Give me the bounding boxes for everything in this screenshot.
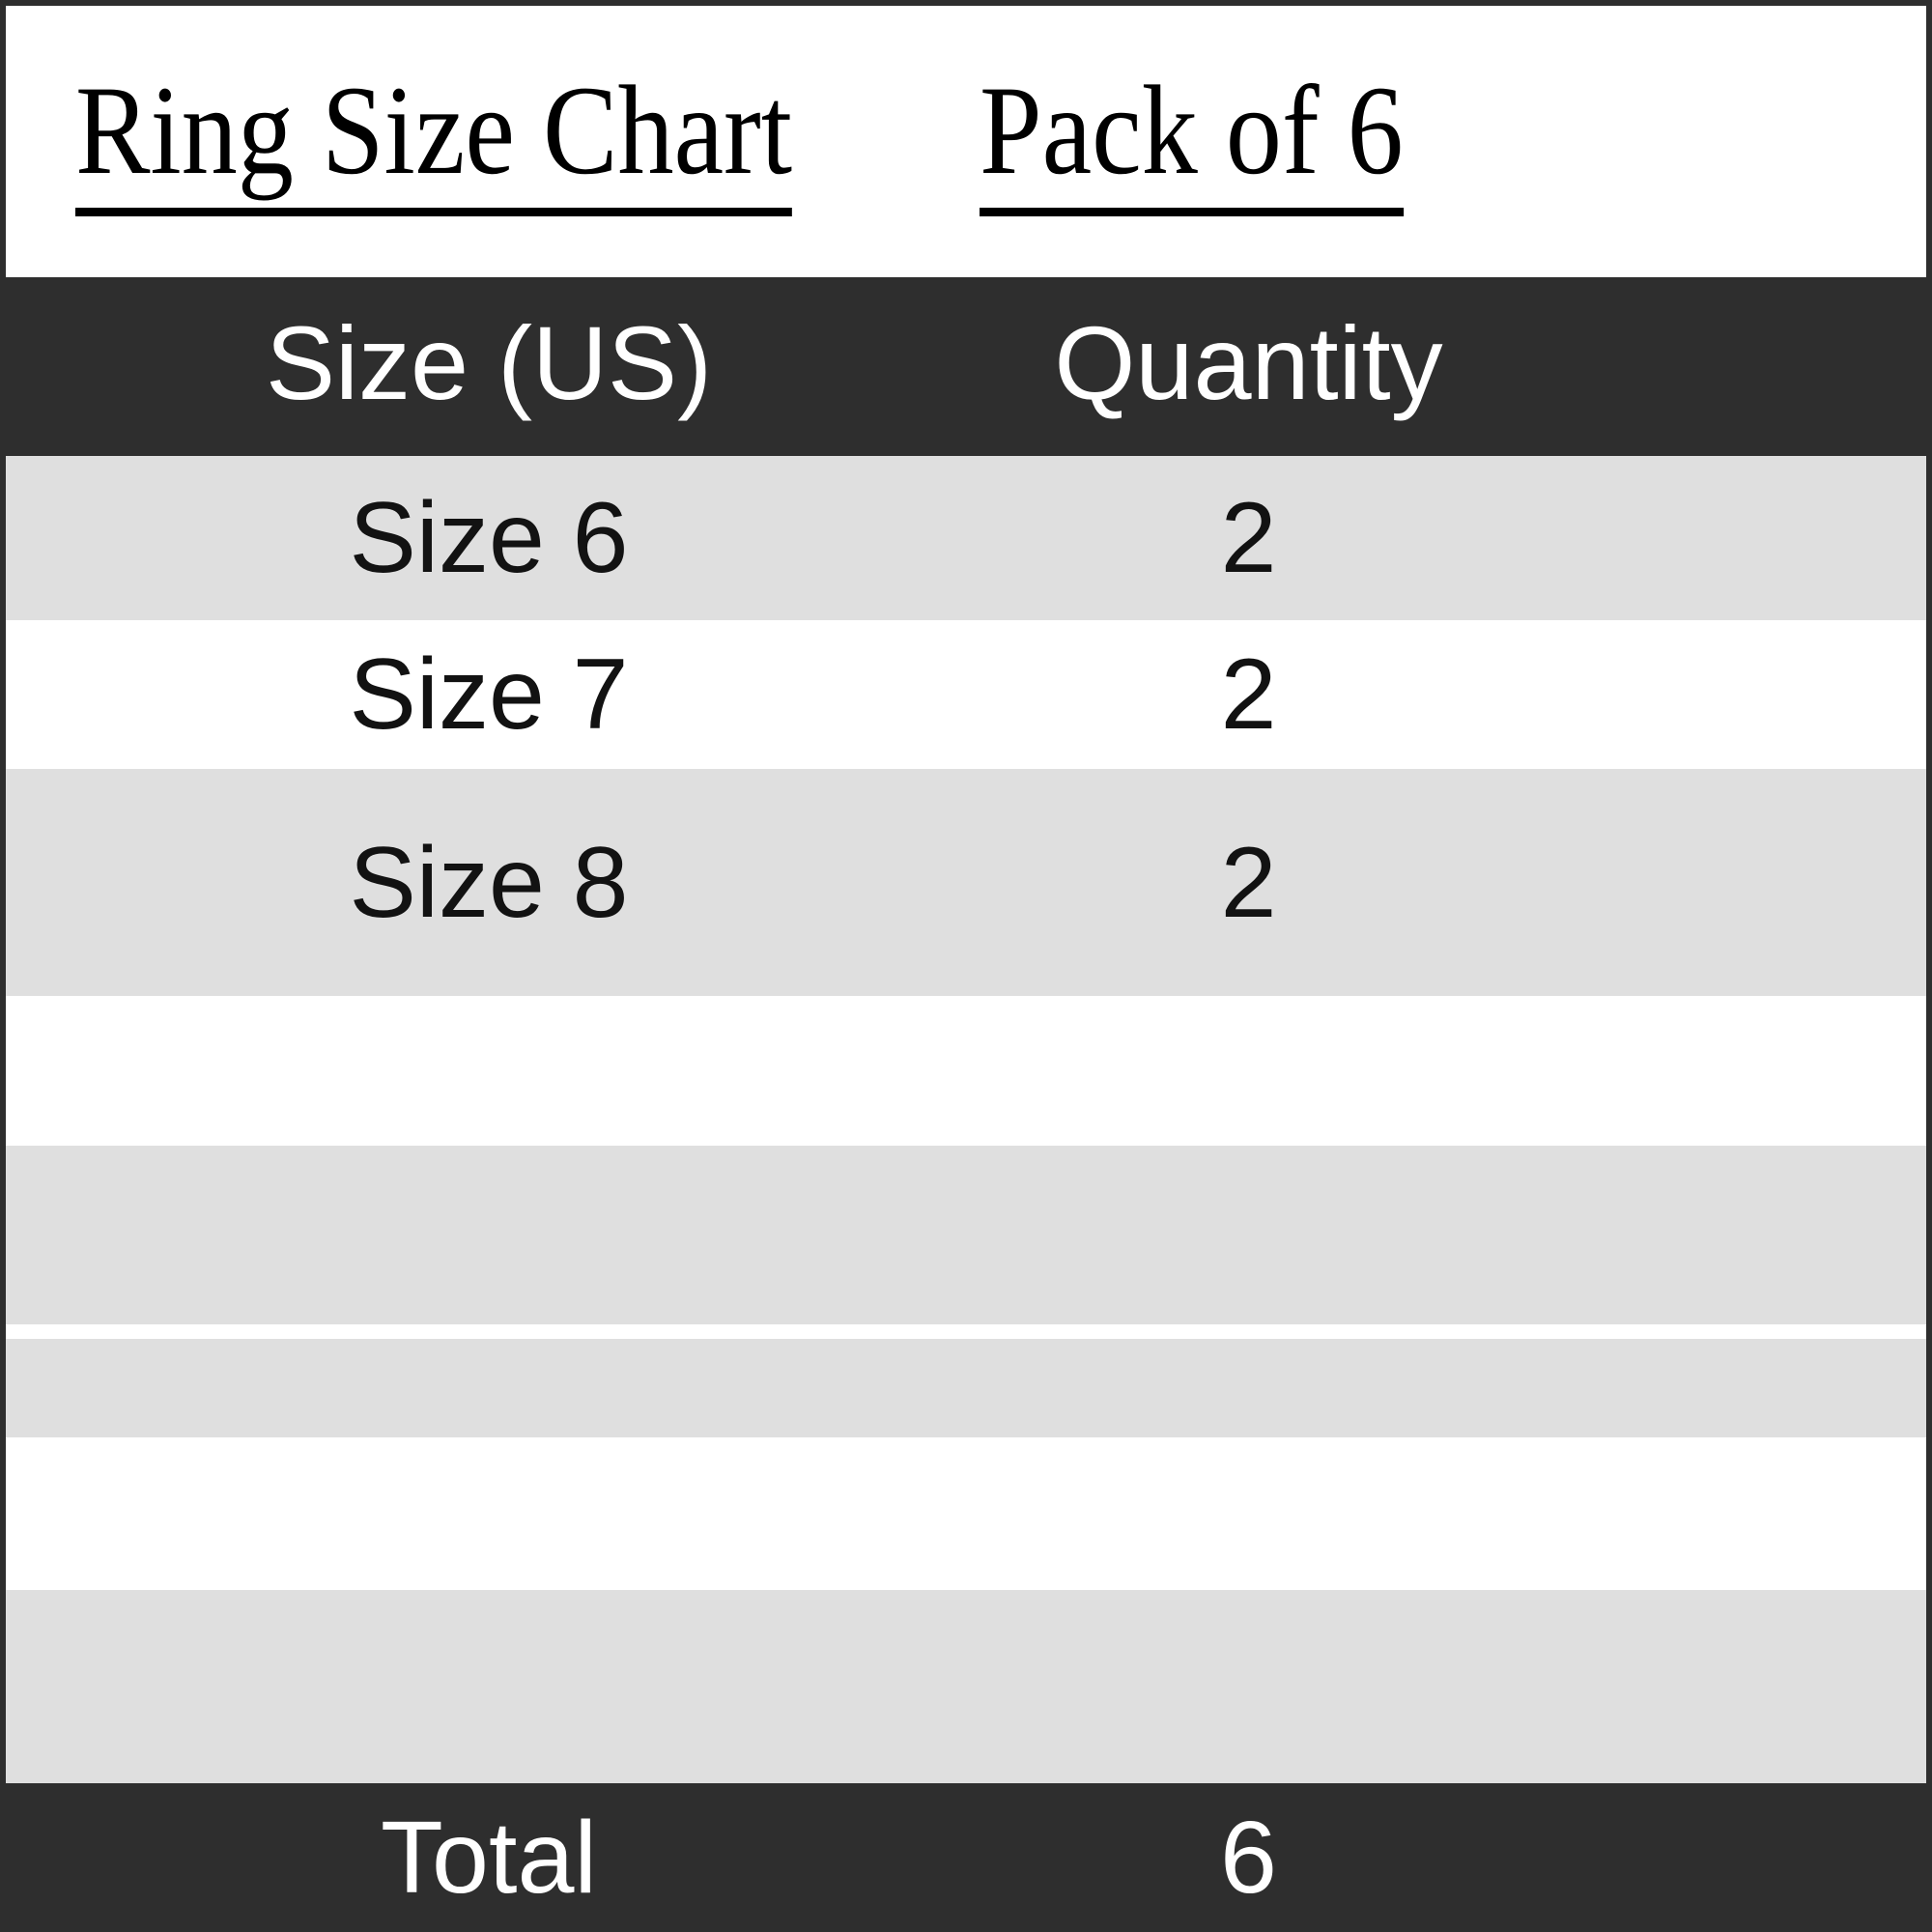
row-size-cell	[6, 1324, 972, 1339]
row-quantity-cell	[972, 1324, 1926, 1339]
row-size-cell	[6, 1146, 972, 1324]
total-row: Total 6	[6, 1783, 1926, 1926]
row-size-cell	[6, 1339, 972, 1437]
total-value-cell: 6	[972, 1783, 1926, 1926]
row-size-cell	[6, 1437, 972, 1590]
page-title: Ring Size Chart	[75, 67, 793, 216]
row-quantity-cell	[972, 1146, 1926, 1324]
header-quantity-cell: Quantity	[972, 277, 1926, 456]
table-row-empty[interactable]	[6, 1324, 1926, 1339]
row-size-label: Size 8	[349, 826, 629, 939]
row-quantity-cell	[972, 1339, 1926, 1437]
row-size-label: Size 7	[349, 639, 629, 751]
row-quantity-cell: 2	[972, 456, 1926, 620]
row-quantity-cell	[972, 1437, 1926, 1590]
row-quantity-value: 2	[1220, 639, 1277, 751]
table-row[interactable]: Size 7 2	[6, 620, 1926, 769]
table-row-empty[interactable]	[6, 1146, 1926, 1324]
row-quantity-cell	[972, 1590, 1926, 1783]
row-size-label: Size 6	[349, 482, 629, 594]
table-row[interactable]: Size 6 2	[6, 456, 1926, 620]
column-header-quantity: Quantity	[1054, 303, 1443, 421]
table-row-empty[interactable]	[6, 1437, 1926, 1590]
row-quantity-value: 2	[1220, 826, 1277, 939]
total-value: 6	[1220, 1801, 1277, 1915]
row-size-cell: Size 7	[6, 620, 972, 769]
total-label-cell: Total	[6, 1783, 972, 1926]
table-header-row: Size (US) Quantity	[6, 277, 1926, 456]
row-quantity-value: 2	[1220, 482, 1277, 594]
title-right-cell: Pack of 6	[972, 6, 1926, 277]
column-header-size: Size (US)	[265, 303, 713, 421]
table-row-empty[interactable]	[6, 1590, 1926, 1783]
row-quantity-cell: 2	[972, 769, 1926, 996]
row-size-cell	[6, 996, 972, 1146]
row-size-cell	[6, 1590, 972, 1783]
pack-size-title: Pack of 6	[980, 67, 1404, 216]
table-row-empty[interactable]	[6, 996, 1926, 1146]
row-size-cell: Size 8	[6, 769, 972, 996]
header-size-cell: Size (US)	[6, 277, 972, 456]
total-label: Total	[381, 1801, 597, 1915]
table-row[interactable]: Size 8 2	[6, 769, 1926, 996]
row-size-cell: Size 6	[6, 456, 972, 620]
row-quantity-cell: 2	[972, 620, 1926, 769]
table-row-empty[interactable]	[6, 1339, 1926, 1437]
row-quantity-cell	[972, 996, 1926, 1146]
title-row: Ring Size Chart Pack of 6	[6, 6, 1926, 277]
title-left-cell: Ring Size Chart	[6, 6, 972, 277]
